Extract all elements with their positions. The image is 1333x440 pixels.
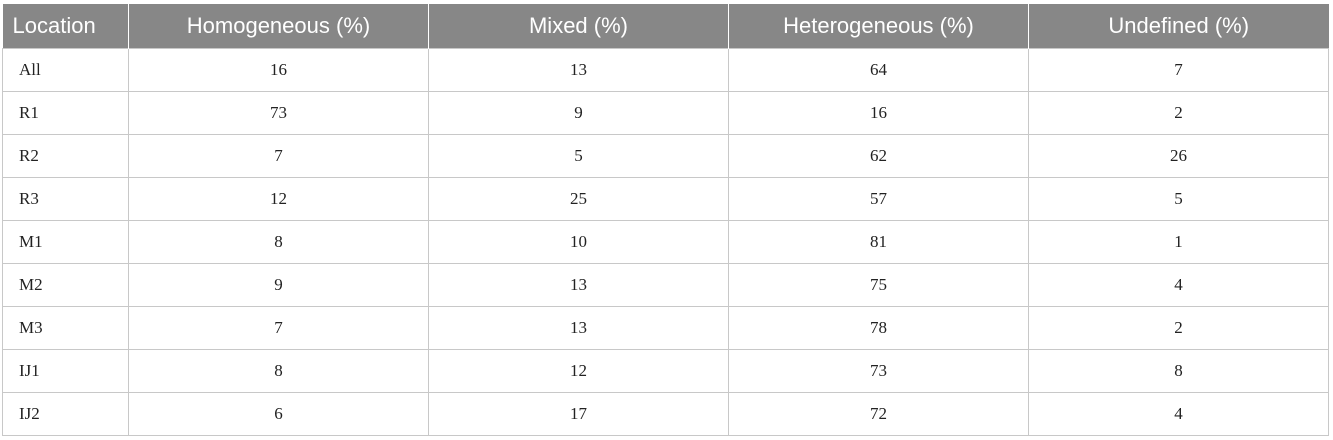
cell-heterogeneous: 75 [728, 263, 1029, 307]
cell-heterogeneous: 72 [728, 392, 1029, 436]
cell-heterogeneous: 73 [728, 349, 1029, 393]
cell-undefined: 26 [1028, 134, 1329, 178]
cell-undefined: 4 [1028, 263, 1329, 307]
data-table-container: Location Homogeneous (%) Mixed (%) Heter… [2, 4, 1329, 436]
cell-location: IJ2 [2, 392, 129, 436]
table-row: IJ2 6 17 72 4 [2, 392, 1329, 436]
cell-heterogeneous: 62 [728, 134, 1029, 178]
cell-homogeneous: 8 [128, 349, 429, 393]
cell-homogeneous: 73 [128, 91, 429, 135]
cell-undefined: 4 [1028, 392, 1329, 436]
header-mixed: Mixed (%) [428, 4, 729, 49]
cell-heterogeneous: 81 [728, 220, 1029, 264]
table-row: R2 7 5 62 26 [2, 134, 1329, 178]
header-row: Location Homogeneous (%) Mixed (%) Heter… [2, 4, 1329, 49]
header-heterogeneous: Heterogeneous (%) [728, 4, 1029, 49]
cell-mixed: 25 [428, 177, 729, 221]
cell-undefined: 5 [1028, 177, 1329, 221]
cell-homogeneous: 9 [128, 263, 429, 307]
cell-homogeneous: 8 [128, 220, 429, 264]
table-row: M1 8 10 81 1 [2, 220, 1329, 264]
cell-heterogeneous: 64 [728, 48, 1029, 92]
cell-location: M2 [2, 263, 129, 307]
cell-mixed: 5 [428, 134, 729, 178]
cell-undefined: 7 [1028, 48, 1329, 92]
cell-homogeneous: 7 [128, 306, 429, 350]
cell-mixed: 13 [428, 48, 729, 92]
cell-location: M3 [2, 306, 129, 350]
cell-location: R3 [2, 177, 129, 221]
cell-mixed: 17 [428, 392, 729, 436]
cell-location: All [2, 48, 129, 92]
table-header: Location Homogeneous (%) Mixed (%) Heter… [2, 4, 1329, 49]
table-row: M3 7 13 78 2 [2, 306, 1329, 350]
cell-location: R1 [2, 91, 129, 135]
cell-heterogeneous: 57 [728, 177, 1029, 221]
cell-mixed: 12 [428, 349, 729, 393]
location-composition-table: Location Homogeneous (%) Mixed (%) Heter… [2, 4, 1329, 436]
cell-homogeneous: 7 [128, 134, 429, 178]
cell-undefined: 1 [1028, 220, 1329, 264]
cell-mixed: 13 [428, 306, 729, 350]
cell-homogeneous: 16 [128, 48, 429, 92]
table-row: All 16 13 64 7 [2, 48, 1329, 92]
table-row: IJ1 8 12 73 8 [2, 349, 1329, 393]
cell-homogeneous: 12 [128, 177, 429, 221]
cell-undefined: 2 [1028, 91, 1329, 135]
cell-undefined: 8 [1028, 349, 1329, 393]
cell-location: M1 [2, 220, 129, 264]
cell-heterogeneous: 78 [728, 306, 1029, 350]
cell-mixed: 13 [428, 263, 729, 307]
cell-undefined: 2 [1028, 306, 1329, 350]
cell-location: IJ1 [2, 349, 129, 393]
table-row: R1 73 9 16 2 [2, 91, 1329, 135]
cell-homogeneous: 6 [128, 392, 429, 436]
header-location: Location [2, 4, 129, 49]
header-undefined: Undefined (%) [1028, 4, 1329, 49]
cell-location: R2 [2, 134, 129, 178]
table-row: M2 9 13 75 4 [2, 263, 1329, 307]
table-body: All 16 13 64 7 R1 73 9 16 2 R2 7 5 62 26 [2, 48, 1329, 436]
cell-mixed: 9 [428, 91, 729, 135]
cell-mixed: 10 [428, 220, 729, 264]
table-row: R3 12 25 57 5 [2, 177, 1329, 221]
header-homogeneous: Homogeneous (%) [128, 4, 429, 49]
cell-heterogeneous: 16 [728, 91, 1029, 135]
